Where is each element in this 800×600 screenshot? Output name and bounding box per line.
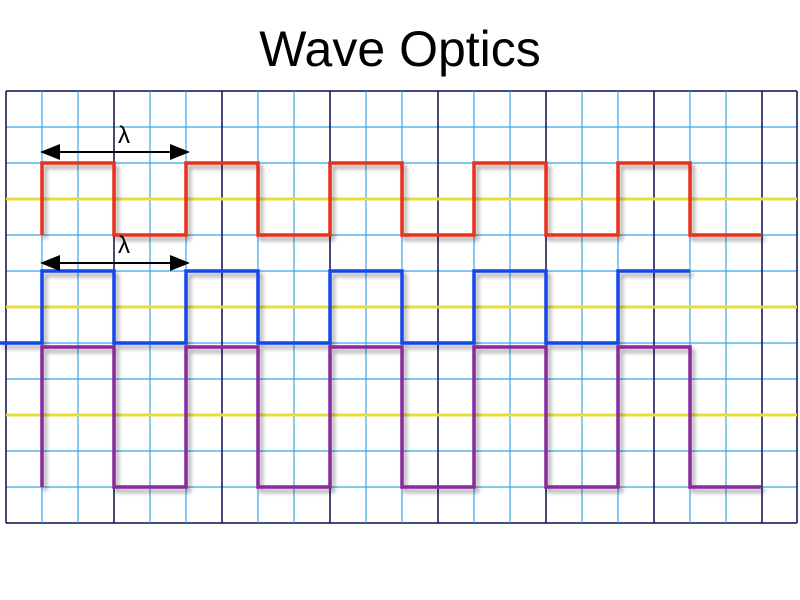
blue-wave <box>0 269 690 345</box>
purple-wave <box>40 345 762 489</box>
title: Wave Optics <box>259 21 541 77</box>
wavelength-label: λ <box>118 232 130 259</box>
wavelength-label: λ <box>118 122 130 149</box>
red-wave <box>40 161 762 237</box>
